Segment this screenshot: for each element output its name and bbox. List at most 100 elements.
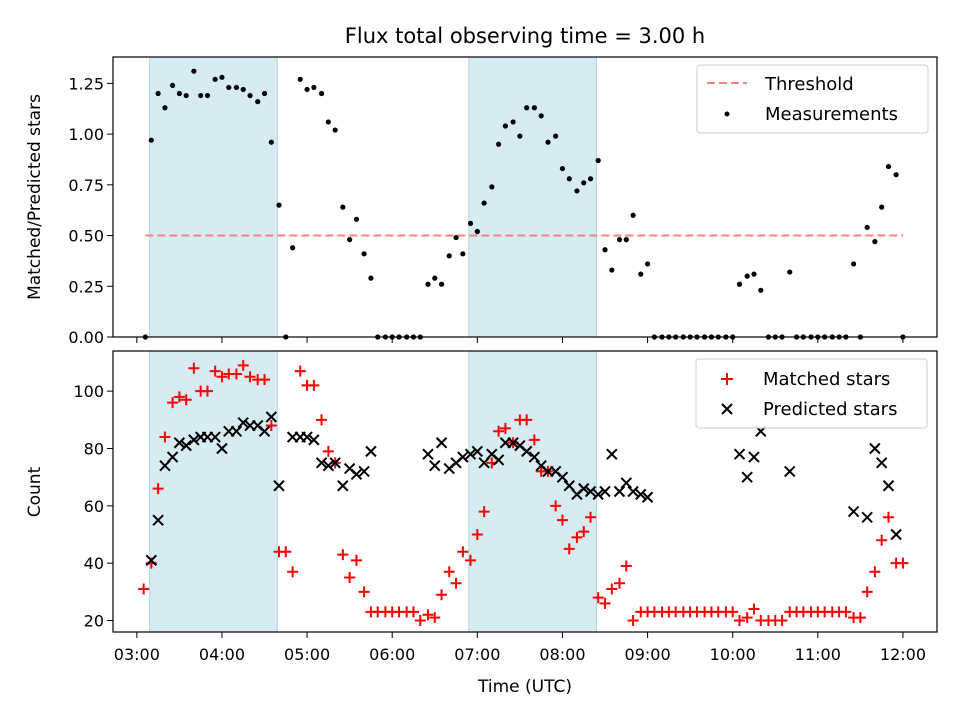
predicted-star-point — [322, 459, 335, 472]
measurement-point — [353, 216, 360, 222]
predicted-star-point — [748, 451, 760, 463]
predicted-star-point — [180, 439, 192, 452]
legend-matched-label: Matched stars — [763, 369, 890, 390]
measurement-point — [850, 261, 857, 267]
matched-star-point — [528, 434, 540, 446]
top-y-axis-label: Matched/Predicted stars — [25, 94, 45, 300]
matched-star-point — [259, 374, 271, 386]
matched-star-point — [882, 511, 894, 523]
x-tick-label: 04:00 — [199, 645, 245, 664]
measurement-point — [559, 165, 566, 172]
measurement-point — [609, 267, 615, 273]
matched-star-point — [897, 557, 909, 569]
matched-star-point — [563, 543, 575, 555]
measurement-point — [602, 247, 608, 253]
measurement-point — [574, 188, 580, 194]
predicted-star-point — [216, 442, 228, 455]
measurement-point — [240, 86, 246, 93]
measurement-point — [651, 334, 657, 340]
measurement-point — [332, 127, 338, 133]
matched-star-point — [592, 592, 604, 604]
predicted-star-point — [358, 465, 370, 478]
measurement-point — [545, 139, 551, 145]
measurement-point — [566, 176, 572, 182]
measurement-point — [538, 113, 544, 119]
top-y-tick-label: 0.00 — [68, 328, 104, 347]
measurement-point — [474, 228, 480, 235]
predicted-star-point — [578, 482, 590, 495]
predicted-star-point — [435, 437, 448, 449]
measurement-point — [453, 234, 459, 241]
measurement-point — [694, 334, 700, 340]
predicted-star-point — [273, 480, 285, 492]
bottom-y-tick-label: 40 — [84, 554, 104, 573]
measurement-point — [879, 204, 885, 210]
matched-star-point — [478, 506, 490, 518]
matched-star-point — [861, 586, 873, 598]
measurement-point — [183, 92, 189, 99]
matched-star-point — [308, 379, 320, 391]
matched-star-point — [407, 606, 419, 618]
matched-star-point — [578, 526, 590, 538]
predicted-star-point — [457, 451, 469, 463]
matched-star-point — [457, 546, 469, 558]
top-plot-frame — [112, 56, 938, 338]
measurement-point — [446, 253, 452, 259]
matched-star-point — [216, 371, 228, 383]
bottom-y-tick-label: 100 — [73, 382, 104, 401]
measurement-point — [808, 334, 814, 340]
measurement-point — [247, 92, 253, 99]
measurement-point — [368, 275, 374, 281]
measurement-point — [822, 334, 828, 340]
matched-star-point — [287, 566, 299, 578]
bottom-y-tick-label: 60 — [84, 497, 104, 516]
predicted-star-point — [471, 445, 484, 458]
legend-threshold-label: Threshold — [764, 74, 854, 95]
bottom-plot-frame — [112, 350, 938, 633]
x-tick-label: 06:00 — [369, 645, 415, 664]
measurement-point — [553, 133, 559, 139]
predicted-star-point — [584, 485, 597, 498]
predicted-star-point — [882, 480, 895, 492]
top-y-tick-label: 0.50 — [68, 227, 104, 246]
matched-star-point — [152, 483, 164, 495]
measurement-point — [715, 334, 721, 340]
measurement-point — [176, 90, 182, 97]
measurement-point — [857, 334, 863, 340]
legend-measurements-swatch — [724, 111, 730, 117]
matched-star-point — [159, 431, 171, 443]
measurement-point — [779, 334, 785, 340]
measurement-point — [836, 334, 842, 340]
legend-measurements-label: Measurements — [765, 104, 898, 125]
predicted-star-point — [861, 511, 873, 524]
measurement-point — [311, 84, 317, 91]
bottom-y-tick-label: 20 — [84, 612, 104, 631]
predicted-star-point — [613, 485, 626, 498]
matched-star-point — [620, 560, 632, 572]
measurement-point — [198, 92, 204, 99]
measurement-point — [212, 76, 218, 82]
predicted-star-point — [741, 471, 753, 483]
x-tick-label: 03:00 — [114, 645, 160, 664]
measurement-point — [417, 334, 423, 340]
predicted-star-point — [265, 411, 278, 423]
measurement-point — [382, 334, 388, 340]
matched-star-point — [471, 529, 483, 541]
predicted-star-point — [365, 445, 377, 458]
matched-star-point — [265, 420, 277, 432]
predicted-star-point — [528, 451, 541, 463]
measurement-point — [489, 184, 495, 190]
measurement-point — [155, 90, 161, 97]
top-legend: Threshold Measurements — [696, 64, 929, 134]
measurement-point — [531, 105, 537, 111]
matched-star-point — [209, 365, 221, 377]
matched-star-point — [344, 572, 356, 584]
measurement-point — [524, 105, 530, 111]
measurement-point — [702, 334, 708, 340]
matched-star-point — [734, 615, 746, 627]
legend-predicted-swatch — [721, 403, 733, 415]
matched-star-point — [201, 385, 213, 397]
measurement-point — [318, 90, 325, 97]
predicted-star-point — [507, 437, 519, 449]
